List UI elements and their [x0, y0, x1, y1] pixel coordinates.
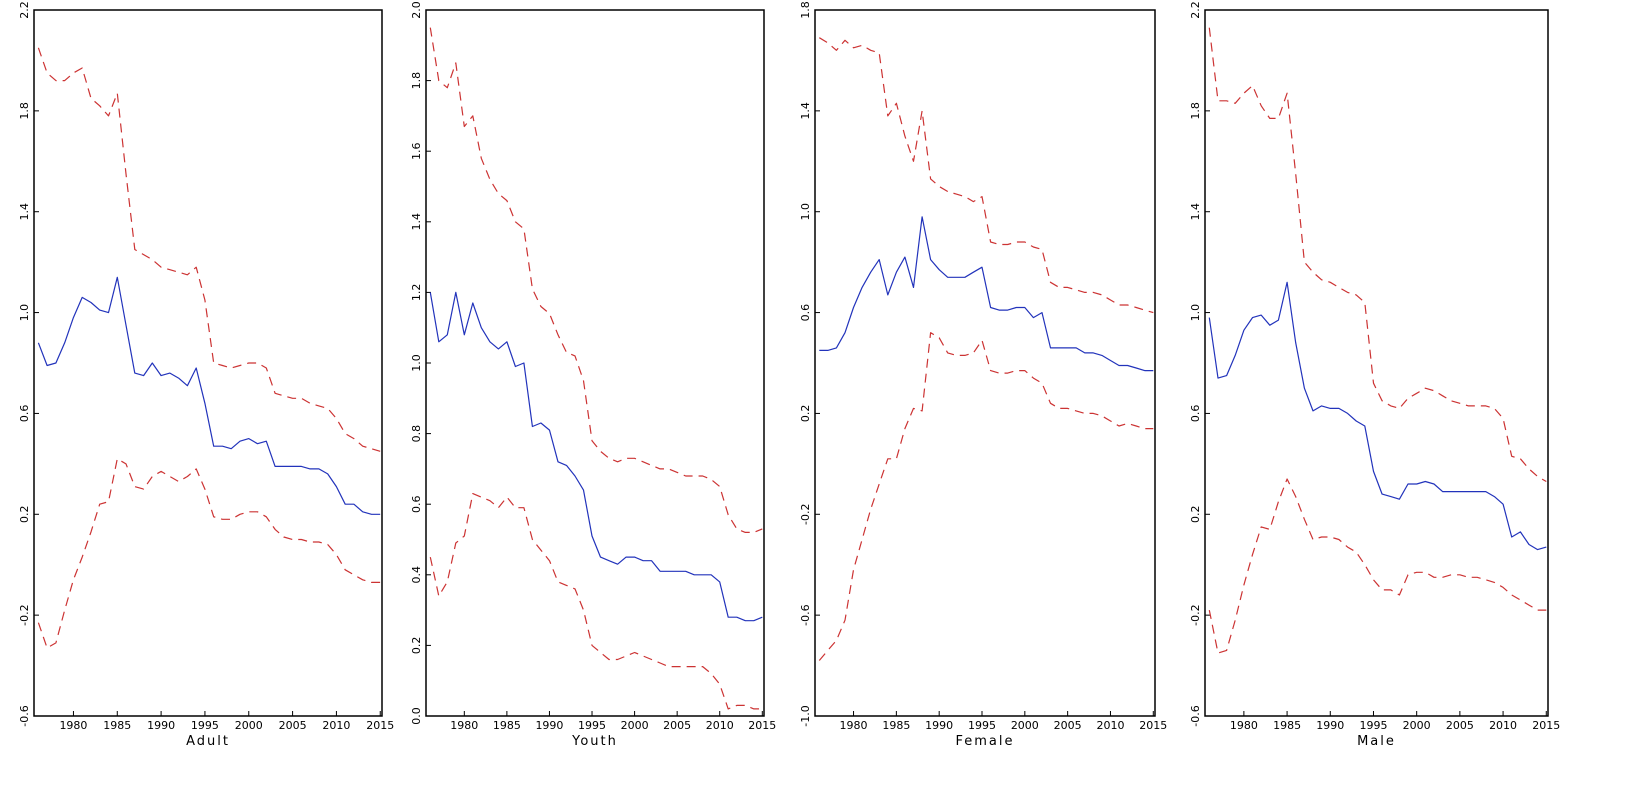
y-tick-label: -0.2	[1189, 604, 1202, 625]
x-tick-label: 2000	[1011, 719, 1039, 732]
x-tick-label: 1985	[493, 719, 521, 732]
x-tick-label: 1985	[1273, 719, 1301, 732]
y-tick-label: 1.4	[799, 102, 812, 120]
x-tick-label: 1980	[1230, 719, 1258, 732]
x-tick-label: 1995	[1359, 719, 1387, 732]
x-tick-label: 2015	[1532, 719, 1560, 732]
x-tick-label: 1980	[840, 719, 868, 732]
y-tick-label: 2.2	[1189, 1, 1202, 19]
x-tick-label: 1985	[882, 719, 910, 732]
y-tick-label: 0.6	[799, 304, 812, 322]
y-tick-label: 1.8	[799, 1, 812, 19]
upper-band-line	[37, 47, 381, 452]
x-tick-label: 1985	[103, 719, 131, 732]
y-tick-label: 0.6	[1189, 405, 1202, 423]
y-tick-label: 1.8	[18, 102, 31, 120]
x-tick-label: 2010	[1489, 719, 1517, 732]
plot-frame	[814, 9, 1156, 717]
plot-frame	[425, 9, 765, 717]
y-tick-label: -1.0	[799, 705, 812, 726]
x-tick-label: 1995	[191, 719, 219, 732]
y-tick-label: 0.2	[410, 637, 423, 655]
x-tick-label: 2010	[322, 719, 350, 732]
x-tick-label: 1995	[968, 719, 996, 732]
x-tick-label: 1995	[578, 719, 606, 732]
lower-band-line	[818, 332, 1154, 661]
y-tick-label: 1.4	[1189, 203, 1202, 221]
y-tick-label: 0.6	[18, 405, 31, 423]
x-tick-label: 1980	[59, 719, 87, 732]
x-axis-label: Female	[955, 734, 1014, 749]
lower-band-line	[1208, 478, 1547, 654]
lower-band-line	[429, 493, 763, 710]
y-tick-label: -0.6	[799, 604, 812, 625]
y-tick-label: 2.0	[410, 1, 423, 19]
x-tick-label: 1990	[925, 719, 953, 732]
upper-band-line	[818, 37, 1154, 314]
estimate-line	[37, 276, 381, 515]
x-tick-label: 1980	[450, 719, 478, 732]
x-tick-label: 2010	[1096, 719, 1124, 732]
y-tick-label: 0.0	[410, 707, 423, 725]
y-tick-label: 1.8	[410, 72, 423, 90]
y-tick-label: -0.6	[18, 705, 31, 726]
estimate-line	[819, 216, 1154, 372]
x-tick-label: 2000	[621, 719, 649, 732]
lower-band-line	[37, 458, 381, 649]
y-tick-label: 0.2	[18, 506, 31, 524]
x-tick-label: 1990	[1316, 719, 1344, 732]
panel-male: -0.6 -0.2 0.2 0.6 1.0 1.4 1.8 2.2 1980 1985 1990 19…	[1189, 1, 1560, 749]
y-tick-label: 2.2	[18, 1, 31, 19]
x-tick-label: 2015	[748, 719, 776, 732]
x-tick-label: 2000	[1403, 719, 1431, 732]
upper-band-line	[1208, 27, 1547, 483]
panel-youth: 0.0 0.2 0.4 0.6 0.8 1.0 1.2 1.4 1.6 1.8 2.0 1980 198…	[410, 1, 776, 749]
y-tick-label: 0.4	[410, 566, 423, 584]
y-tick-label: 1.0	[799, 203, 812, 221]
x-axis-label: Youth	[571, 734, 618, 749]
x-axis-label: Adult	[186, 734, 230, 749]
panel-female: -1.0 -0.6 -0.2 0.2 0.6 1.0 1.4 1.8 1980 1985 1990 1…	[799, 1, 1167, 749]
x-tick-label: 1990	[147, 719, 175, 732]
upper-band-line	[429, 27, 763, 534]
x-tick-label: 2005	[279, 719, 307, 732]
x-tick-label: 2005	[1054, 719, 1082, 732]
y-tick-label: 0.2	[1189, 506, 1202, 524]
y-tick-label: 1.4	[18, 203, 31, 221]
y-tick-label: 1.6	[410, 142, 423, 160]
y-tick-label: 0.6	[410, 495, 423, 513]
x-tick-label: 2005	[1446, 719, 1474, 732]
y-tick-label: 1.0	[18, 304, 31, 322]
y-tick-label: 1.0	[1189, 304, 1202, 322]
y-tick-label: 1.8	[1189, 102, 1202, 120]
x-tick-label: 2005	[663, 719, 691, 732]
y-tick-label: 1.2	[410, 284, 423, 302]
x-tick-label: 2015	[1139, 719, 1167, 732]
x-tick-label: 2015	[366, 719, 394, 732]
y-tick-label: 0.8	[410, 425, 423, 443]
estimate-line	[429, 291, 763, 622]
y-tick-label: -0.2	[799, 504, 812, 525]
y-tick-label: -0.2	[18, 604, 31, 625]
y-tick-label: 1.0	[410, 354, 423, 372]
x-tick-label: 1990	[535, 719, 563, 732]
x-tick-label: 2010	[706, 719, 734, 732]
plot-frame	[33, 9, 383, 717]
y-tick-label: 0.2	[799, 405, 812, 423]
y-tick-label: 1.4	[410, 213, 423, 231]
plot-frame	[1204, 9, 1549, 717]
x-tick-label: 2000	[235, 719, 263, 732]
x-axis-label: Male	[1357, 734, 1396, 749]
y-tick-label: -0.6	[1189, 705, 1202, 726]
estimate-line	[1208, 281, 1547, 551]
panel-adult: -0.6 -0.2 0.2 0.6 1.0 1.4 1.8 2.2 1980 1985 1990 19…	[18, 1, 394, 749]
